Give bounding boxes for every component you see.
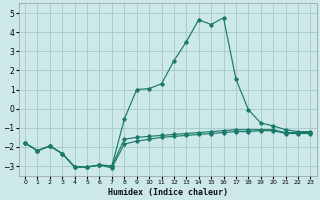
X-axis label: Humidex (Indice chaleur): Humidex (Indice chaleur): [108, 188, 228, 197]
